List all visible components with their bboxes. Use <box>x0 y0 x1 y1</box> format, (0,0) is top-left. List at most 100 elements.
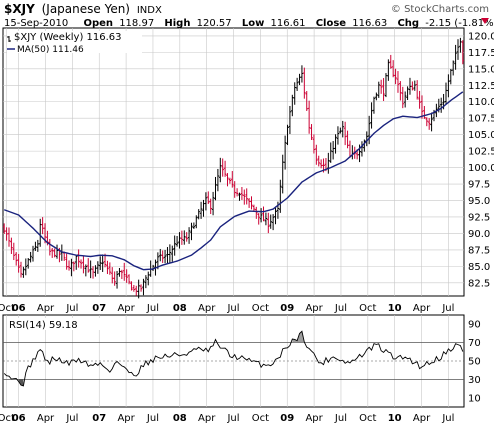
price-bar <box>303 67 306 99</box>
price-bar <box>10 237 13 254</box>
price-bar <box>331 141 335 160</box>
price-bar <box>307 100 311 134</box>
price-bar <box>38 218 42 247</box>
price-bar <box>243 189 246 205</box>
price-bar <box>233 181 237 198</box>
price-tick-label: 90.0 <box>468 229 490 240</box>
price-bar <box>396 71 400 93</box>
ma50-line <box>3 91 464 271</box>
price-bar <box>286 124 289 146</box>
price-bar <box>180 230 184 245</box>
price-bar <box>91 266 95 279</box>
rsi-x-label: Apr <box>117 413 135 424</box>
price-bar <box>29 251 32 263</box>
price-bar <box>406 86 409 100</box>
price-bar <box>274 206 277 225</box>
price-tick-label: 117.5 <box>468 48 494 59</box>
price-bar <box>379 79 383 94</box>
price-bar <box>214 176 217 201</box>
price-bar <box>339 127 342 134</box>
price-bar <box>358 144 361 163</box>
price-bar <box>430 112 433 132</box>
price-bar <box>74 254 78 270</box>
price-x-label: Jul <box>146 303 159 314</box>
price-tick-label: 115.0 <box>468 64 494 75</box>
price-bar <box>377 81 381 98</box>
price-bar <box>115 270 119 289</box>
price-bar <box>439 97 443 113</box>
price-bar <box>82 255 85 274</box>
price-bar <box>259 208 263 223</box>
price-bar <box>94 265 97 277</box>
price-x-label: Apr <box>117 303 135 314</box>
price-bar <box>281 154 285 194</box>
price-bar <box>70 258 73 277</box>
rsi-tick-label: 90 <box>468 320 481 331</box>
price-bar <box>178 232 181 249</box>
price-bar <box>132 284 136 292</box>
price-bar <box>137 279 140 299</box>
rsi-legend: RSI(14) 59.18 <box>9 320 78 331</box>
price-bar <box>53 248 56 258</box>
price-bar <box>190 222 193 241</box>
price-bar <box>122 262 126 281</box>
price-tick-label: 87.5 <box>468 245 490 256</box>
price-bar <box>420 95 424 119</box>
price-bar <box>315 144 318 165</box>
price-bar <box>142 278 145 296</box>
rsi-x-label: 08 <box>173 413 187 424</box>
price-bar <box>31 245 35 262</box>
price-bar <box>175 235 179 247</box>
price-bar <box>394 68 397 85</box>
price-bar <box>411 81 414 91</box>
price-x-label: 09 <box>280 303 294 314</box>
price-bar <box>170 245 174 262</box>
rsi-x-label: Jul <box>441 413 454 424</box>
price-tick-label: 82.5 <box>468 278 490 289</box>
price-bar <box>216 168 220 192</box>
price-x-label: Jul <box>441 303 454 314</box>
price-x-label: Jul <box>226 303 239 314</box>
rsi-x-label: Oct <box>0 413 15 424</box>
price-x-label: 07 <box>92 303 106 314</box>
rsi-oversold-fill <box>18 379 24 386</box>
price-candles <box>2 37 465 299</box>
price-bar <box>370 102 373 129</box>
price-x-label: Oct <box>252 303 269 314</box>
price-bar <box>461 40 465 65</box>
price-bar <box>384 73 388 98</box>
price-bar <box>255 206 258 219</box>
price-bar <box>399 81 402 101</box>
price-bar <box>413 80 417 91</box>
price-bar <box>158 248 162 262</box>
price-bar <box>271 214 275 231</box>
rsi-x-label: Apr <box>305 413 323 424</box>
price-bar <box>36 239 40 252</box>
price-bar <box>17 253 20 273</box>
price-bar <box>120 269 124 280</box>
price-bar <box>267 212 270 234</box>
price-bar <box>279 179 282 213</box>
price-bar <box>245 188 249 205</box>
price-bar <box>41 217 44 235</box>
price-bar <box>360 141 364 157</box>
price-bar <box>298 73 301 86</box>
price-bar <box>7 227 11 247</box>
price-bar <box>86 258 90 273</box>
price-bar <box>187 227 191 244</box>
price-bar <box>456 39 460 60</box>
price-bar <box>163 249 167 264</box>
price-bar <box>34 241 37 251</box>
price-bar <box>257 213 261 225</box>
price-bar <box>247 198 251 208</box>
price-bar <box>98 256 102 270</box>
price-tick-label: 120.0 <box>468 31 494 42</box>
rsi-x-label: Oct <box>252 413 269 424</box>
price-tick-label: 97.5 <box>468 180 490 191</box>
price-bar <box>230 171 234 188</box>
price-bar <box>454 44 457 70</box>
price-bar <box>139 284 143 292</box>
price-bar <box>312 134 316 154</box>
price-bar <box>391 60 395 78</box>
